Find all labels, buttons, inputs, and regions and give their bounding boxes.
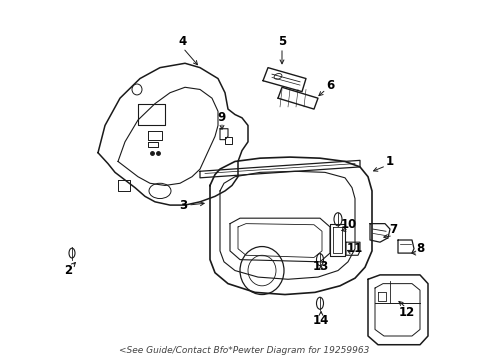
Text: 12: 12 bbox=[398, 306, 414, 319]
Text: 10: 10 bbox=[340, 218, 356, 231]
Text: 5: 5 bbox=[277, 35, 285, 48]
Text: 3: 3 bbox=[179, 199, 187, 212]
Text: 8: 8 bbox=[415, 242, 423, 255]
Text: 14: 14 bbox=[312, 314, 328, 327]
Text: 11: 11 bbox=[346, 242, 363, 255]
Text: <See Guide/Contact Bfo*Pewter Diagram for 19259963: <See Guide/Contact Bfo*Pewter Diagram fo… bbox=[119, 346, 369, 355]
Text: 6: 6 bbox=[325, 78, 333, 91]
Text: 1: 1 bbox=[385, 155, 393, 168]
Text: 4: 4 bbox=[179, 35, 187, 48]
Text: 7: 7 bbox=[388, 222, 396, 235]
Text: 13: 13 bbox=[312, 260, 328, 273]
Text: 2: 2 bbox=[64, 264, 72, 277]
Text: 9: 9 bbox=[218, 111, 225, 124]
